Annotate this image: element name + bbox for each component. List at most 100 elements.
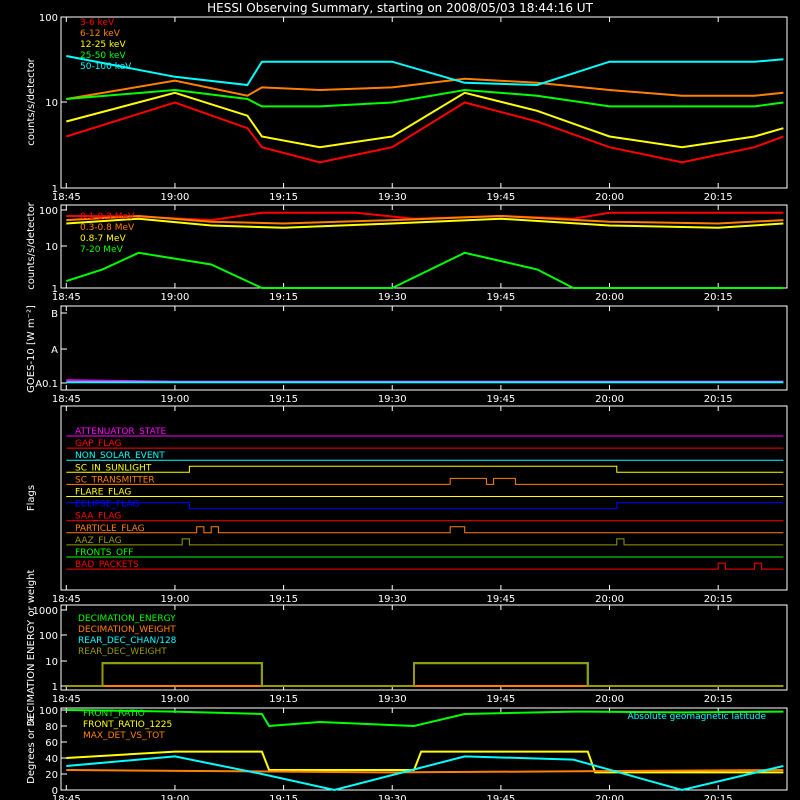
flag-line xyxy=(66,526,784,534)
flag-line xyxy=(66,465,784,473)
high-energy-rates-y-tick-label: 1 xyxy=(52,284,58,295)
flags-frame xyxy=(60,405,788,591)
ratios-series-line xyxy=(66,709,784,728)
count-rates-x-tick-label: 20:00 xyxy=(595,192,624,203)
goes-x-tick-label: 19:45 xyxy=(486,394,515,405)
count-rates-y-tick-label: 100 xyxy=(39,13,58,24)
count-rates-legend-entry: 25-50 keV xyxy=(80,51,126,61)
decimation-series-line xyxy=(66,662,784,687)
ratios-y-axis-label: Degrees or % xyxy=(26,716,37,784)
count-rates-x-tick-label: 19:45 xyxy=(486,192,515,203)
high-energy-rates-x-tick-label: 19:15 xyxy=(269,292,298,303)
goes-y-tick-label: A xyxy=(51,345,58,356)
count-rates-x-tick-label: 19:15 xyxy=(269,192,298,203)
ratios-legend-entry: FRONT_RATIO xyxy=(83,709,145,719)
count-rates-x-tick-label: 20:15 xyxy=(704,192,733,203)
goes-y-tick-label: A0.1 xyxy=(35,379,58,390)
goes-x-tick-label: 20:15 xyxy=(704,394,733,405)
decimation-y-axis-label: DECIMATION ENERGY or weight xyxy=(26,569,37,726)
decimation-series-line xyxy=(66,662,784,687)
high-energy-rates-y-axis-label: counts/s/detector xyxy=(26,201,37,289)
flags-x-tick-label: 18:45 xyxy=(52,594,81,605)
high-energy-rates-series-line xyxy=(66,217,784,229)
decimation-frame xyxy=(60,604,788,691)
high-energy-rates-legend-entry: 7-20 MeV xyxy=(80,245,124,255)
decimation-legend-entry: DECIMATION_ENERGY xyxy=(78,614,176,624)
ratios-x-tick-label: 18:45 xyxy=(52,794,81,800)
flag-label: BAD_PACKETS xyxy=(75,560,139,570)
count-rates-x-tick-label: 19:00 xyxy=(161,192,190,203)
high-energy-rates-y-tick-label: 100 xyxy=(39,206,58,217)
goes-y-axis-label: GOES-10 [W m⁻²] xyxy=(26,305,37,393)
decimation-y-tick-label: 100 xyxy=(39,631,58,642)
high-energy-rates-legend-entry: 0.3-0.8 MeV xyxy=(80,223,135,233)
count-rates-legend-entry: 6-12 keV xyxy=(80,29,121,39)
goes-x-tick-label: 19:00 xyxy=(161,394,190,405)
decimation-legend-entry: REAR_DEC_WEIGHT xyxy=(78,647,167,657)
decimation-x-tick-label: 19:45 xyxy=(486,694,515,705)
ratios-x-tick-label: 19:45 xyxy=(486,794,515,800)
ratios-y-tick-label: 20 xyxy=(45,770,58,781)
goes-x-tick-label: 18:45 xyxy=(52,394,81,405)
high-energy-rates-series-line xyxy=(66,214,784,225)
goes-x-tick-label: 19:15 xyxy=(269,394,298,405)
decimation-x-tick-label: 20:00 xyxy=(595,694,624,705)
flags-x-tick-label: 19:45 xyxy=(486,594,515,605)
decimation-legend-entry: REAR_DEC_CHAN/128 xyxy=(78,636,177,646)
flag-line xyxy=(66,502,784,510)
decimation-y-tick-label: 1000 xyxy=(33,606,58,617)
flags-x-tick-label: 20:00 xyxy=(595,594,624,605)
flag-label: FRONTS_OFF xyxy=(75,548,133,558)
flags-x-tick-label: 19:30 xyxy=(378,594,407,605)
high-energy-rates-x-tick-label: 20:00 xyxy=(595,292,624,303)
flag-label: FLARE_FLAG xyxy=(75,488,131,498)
ratios-annotation: Absolute geomagnetic latitude xyxy=(627,712,766,722)
ratios-y-tick-label: 40 xyxy=(45,754,58,765)
count-rates-series-line xyxy=(66,77,784,100)
ratios-series-line xyxy=(66,755,784,792)
ratios-x-tick-label: 19:30 xyxy=(378,794,407,800)
ratios-x-tick-label: 19:15 xyxy=(269,794,298,800)
flag-label: AAZ_FLAG xyxy=(75,536,122,546)
decimation-x-tick-label: 20:15 xyxy=(704,694,733,705)
flag-label: SC_TRANSMITTER xyxy=(75,475,155,485)
decimation-x-tick-label: 19:30 xyxy=(378,694,407,705)
goes-frame xyxy=(60,305,788,391)
goes-y-tick-label: B xyxy=(51,309,58,320)
flag-line xyxy=(66,538,784,546)
flag-label: SAA_FLAG xyxy=(75,512,121,522)
count-rates-series-line xyxy=(66,91,784,149)
flags-x-tick-label: 19:00 xyxy=(161,594,190,605)
decimation-x-tick-label: 19:00 xyxy=(161,694,190,705)
count-rates-y-tick-label: 1 xyxy=(52,184,58,195)
flag-line xyxy=(66,562,784,570)
flag-line xyxy=(66,477,784,485)
high-energy-rates-y-tick-label: 10 xyxy=(45,242,58,253)
count-rates-legend-entry: 3-6 keV xyxy=(80,18,115,28)
count-rates-x-tick-label: 18:45 xyxy=(52,192,81,203)
count-rates-legend-entry: 12-25 keV xyxy=(80,40,126,50)
goes-x-tick-label: 19:30 xyxy=(378,394,407,405)
decimation-y-tick-label: 1 xyxy=(52,682,58,693)
decimation-y-tick-label: 10 xyxy=(45,657,58,668)
flags-y-axis-label: Flags xyxy=(26,485,37,511)
count-rates-x-tick-label: 19:30 xyxy=(378,192,407,203)
ratios-y-tick-label: 60 xyxy=(45,738,58,749)
high-energy-rates-x-tick-label: 18:45 xyxy=(52,292,81,303)
flag-label: ATTENUATOR_STATE xyxy=(75,427,167,437)
count-rates-y-tick-label: 10 xyxy=(45,98,58,109)
flag-label: SC_IN_SUNLIGHT xyxy=(75,463,152,473)
ratios-legend-entry: FRONT_RATIO_1225 xyxy=(83,720,172,730)
flags-x-tick-label: 19:15 xyxy=(269,594,298,605)
page-title: HESSI Observing Summary, starting on 200… xyxy=(207,1,593,15)
high-energy-rates-x-tick-label: 19:30 xyxy=(378,292,407,303)
flag-label: GAP_FLAG xyxy=(75,439,121,449)
ratios-legend-entry: MAX_DET_VS_TOT xyxy=(83,731,165,741)
count-rates-series-line xyxy=(66,55,784,87)
count-rates-series-line xyxy=(66,101,784,164)
ratios-series-line xyxy=(66,769,784,774)
high-energy-rates-legend-entry: 0.1-0.3 MeV xyxy=(80,212,135,222)
goes-x-tick-label: 20:00 xyxy=(595,394,624,405)
decimation-legend-entry: DECIMATION_WEIGHT xyxy=(78,625,176,635)
